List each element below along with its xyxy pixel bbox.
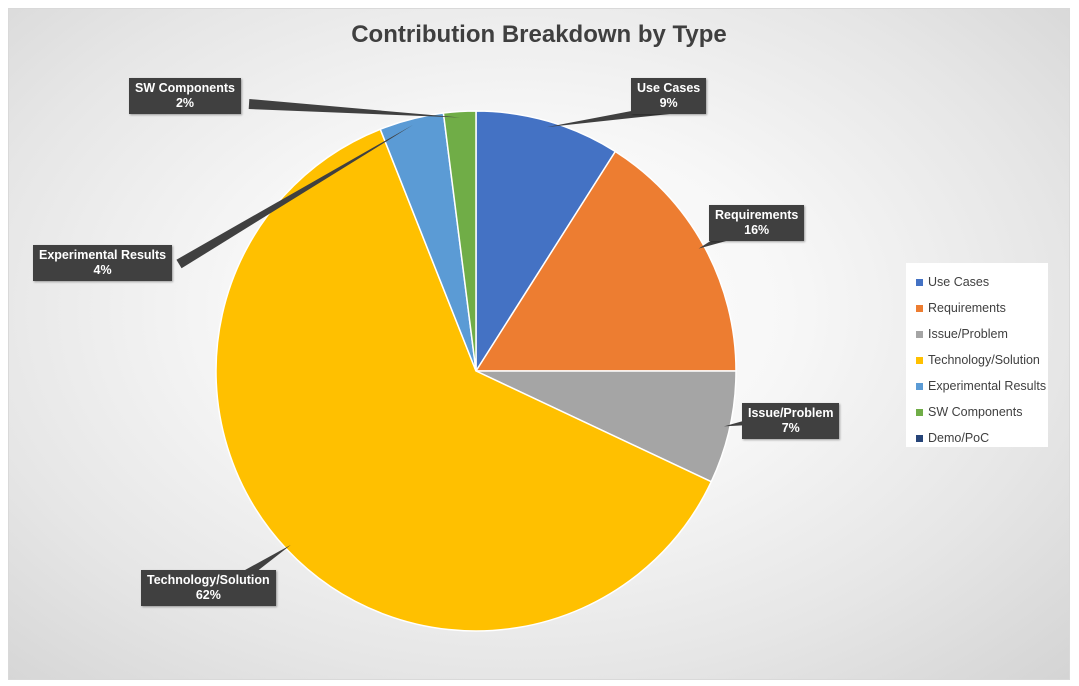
pie-slice-issue-problem [475, 370, 737, 483]
data-label-name: Issue/Problem [748, 406, 834, 420]
legend-label: SW Components [928, 405, 1023, 419]
legend-item-issue-problem: Issue/Problem [916, 321, 1048, 347]
data-label-issue-problem: Issue/Problem 7% [742, 403, 840, 439]
legend-swatch [916, 382, 923, 390]
pie-chart [176, 99, 770, 632]
data-label-experimental-results: Experimental Results 4% [33, 245, 173, 281]
legend-item-experimental-results: Experimental Results [916, 373, 1048, 399]
legend-swatch [916, 356, 923, 364]
legend-item-use-cases: Use Cases [916, 269, 1048, 295]
data-label-name: SW Components [135, 81, 235, 95]
data-label-value: 16% [744, 223, 770, 237]
legend-swatch [916, 408, 923, 416]
legend-item-technology-solution: Technology/Solution [916, 347, 1048, 373]
leader-line [176, 124, 413, 269]
legend-swatch [916, 330, 923, 338]
data-label-value: 62% [195, 588, 221, 602]
data-label-value: 7% [781, 421, 800, 435]
data-label-name: Technology/Solution [147, 573, 270, 587]
legend-swatch [916, 278, 923, 286]
pie-slice-technology-solution [215, 128, 713, 632]
legend-item-requirements: Requirements [916, 295, 1048, 321]
data-label-sw-components: SW Components 2% [129, 78, 241, 114]
data-label-requirements: Requirements 16% [709, 205, 805, 241]
legend-item-demo-poc: Demo/PoC [916, 425, 1048, 451]
data-label-name: Experimental Results [39, 248, 167, 262]
data-label-name: Use Cases [637, 81, 701, 95]
legend-item-sw-components: SW Components [916, 399, 1048, 425]
legend-swatch [916, 434, 923, 442]
chart-title: Contribution Breakdown by Type [351, 21, 727, 48]
data-label-value: 2% [175, 96, 195, 110]
legend: Use Cases Requirements Issue/Problem Tec… [906, 263, 1048, 447]
legend-label: Demo/PoC [928, 431, 990, 445]
data-label-use-cases: Use Cases 9% [631, 78, 707, 114]
pie-slice-sw-components [442, 110, 477, 372]
chart-area: Contribution Breakdown by Type Use Cases… [8, 8, 1070, 680]
legend-label: Requirements [928, 301, 1006, 315]
data-label-value: 4% [93, 263, 112, 277]
leader-line [248, 99, 461, 118]
data-label-value: 9% [659, 96, 678, 110]
pie-slice-use-cases [475, 110, 617, 374]
legend-label: Experimental Results [928, 379, 1047, 393]
legend-swatch [916, 304, 923, 312]
data-label-name: Requirements [715, 208, 799, 222]
legend-label: Issue/Problem [928, 327, 1008, 341]
legend-label: Technology/Solution [928, 353, 1040, 367]
data-label-technology-solution: Technology/Solution 62% [141, 570, 276, 606]
legend-label: Use Cases [928, 275, 990, 289]
